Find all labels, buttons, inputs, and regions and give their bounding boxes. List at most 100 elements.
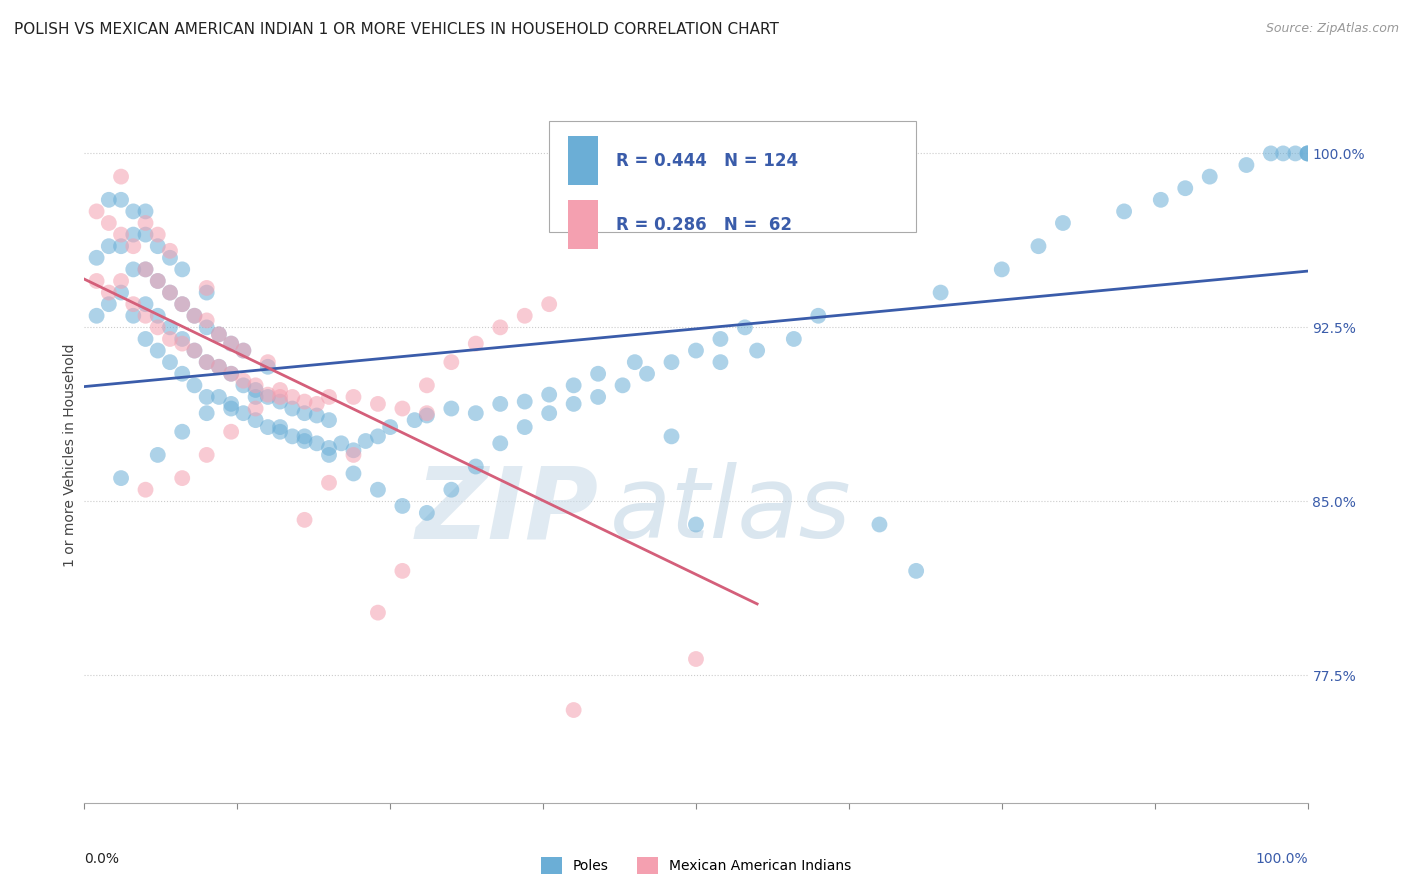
Point: [342, 390, 364, 404]
Point: [245, 383, 267, 397]
Point: [513, 309, 536, 323]
Point: [232, 374, 254, 388]
Point: [195, 355, 218, 369]
Point: [146, 274, 169, 288]
Point: [538, 387, 561, 401]
Point: [245, 390, 267, 404]
Point: [172, 262, 194, 277]
Point: [489, 436, 512, 450]
Point: [172, 367, 194, 381]
Point: [172, 332, 194, 346]
Point: [464, 336, 486, 351]
Text: R = 0.444   N = 124: R = 0.444 N = 124: [616, 152, 799, 169]
Point: [464, 459, 486, 474]
Point: [391, 564, 413, 578]
Point: [318, 448, 340, 462]
Text: POLISH VS MEXICAN AMERICAN INDIAN 1 OR MORE VEHICLES IN HOUSEHOLD CORRELATION CH: POLISH VS MEXICAN AMERICAN INDIAN 1 OR M…: [14, 22, 779, 37]
Point: [110, 239, 132, 253]
Point: [562, 703, 585, 717]
Text: atlas: atlas: [610, 462, 852, 559]
Point: [367, 483, 389, 497]
Point: [172, 425, 194, 439]
Point: [97, 193, 120, 207]
Point: [342, 443, 364, 458]
Point: [404, 413, 426, 427]
Text: 100.0%: 100.0%: [1256, 852, 1308, 865]
Point: [367, 429, 389, 443]
Point: [219, 336, 242, 351]
Point: [195, 406, 218, 420]
Point: [159, 332, 181, 346]
Point: [195, 320, 218, 334]
Point: [97, 239, 120, 253]
Point: [416, 409, 439, 423]
Point: [990, 262, 1012, 277]
Point: [97, 285, 120, 300]
Point: [183, 378, 205, 392]
Point: [391, 499, 413, 513]
Point: [257, 359, 280, 374]
Point: [294, 394, 316, 409]
Point: [135, 309, 157, 323]
Point: [183, 309, 205, 323]
Point: [232, 378, 254, 392]
Y-axis label: 1 or more Vehicles in Household: 1 or more Vehicles in Household: [63, 343, 77, 566]
Point: [146, 320, 169, 334]
Point: [294, 434, 316, 448]
Point: [122, 204, 145, 219]
Point: [219, 425, 242, 439]
Point: [110, 274, 132, 288]
Point: [281, 390, 304, 404]
Point: [110, 227, 132, 242]
Point: [318, 413, 340, 427]
Point: [1174, 181, 1197, 195]
Point: [195, 355, 218, 369]
Point: [380, 420, 402, 434]
Point: [269, 425, 291, 439]
Point: [122, 309, 145, 323]
Point: [208, 390, 231, 404]
Point: [367, 397, 389, 411]
Point: [1296, 146, 1319, 161]
Point: [219, 401, 242, 416]
Point: [146, 309, 169, 323]
Point: [219, 367, 242, 381]
Point: [1260, 146, 1282, 161]
Point: [183, 343, 205, 358]
Point: [807, 309, 830, 323]
Point: [624, 355, 647, 369]
Point: [489, 320, 512, 334]
Point: [1114, 204, 1136, 219]
Point: [1028, 239, 1050, 253]
Point: [245, 401, 267, 416]
Point: [146, 343, 169, 358]
Point: [342, 448, 364, 462]
Bar: [568, 136, 598, 185]
Point: [195, 448, 218, 462]
Point: [146, 227, 169, 242]
Point: [135, 204, 157, 219]
Point: [110, 471, 132, 485]
Point: [135, 332, 157, 346]
Point: [709, 332, 731, 346]
Point: [305, 409, 328, 423]
Point: [305, 436, 328, 450]
Point: [783, 332, 806, 346]
Point: [146, 274, 169, 288]
Point: [208, 359, 231, 374]
Point: [97, 297, 120, 311]
Point: [195, 285, 218, 300]
Point: [562, 378, 585, 392]
Point: [269, 420, 291, 434]
Point: [110, 169, 132, 184]
Point: [685, 517, 707, 532]
Point: [1284, 146, 1306, 161]
Point: [135, 262, 157, 277]
Point: [122, 297, 145, 311]
Point: [232, 343, 254, 358]
Point: [232, 406, 254, 420]
Point: [709, 355, 731, 369]
Point: [135, 216, 157, 230]
Legend: Poles, Mexican American Indians: Poles, Mexican American Indians: [536, 851, 856, 880]
Point: [86, 251, 108, 265]
